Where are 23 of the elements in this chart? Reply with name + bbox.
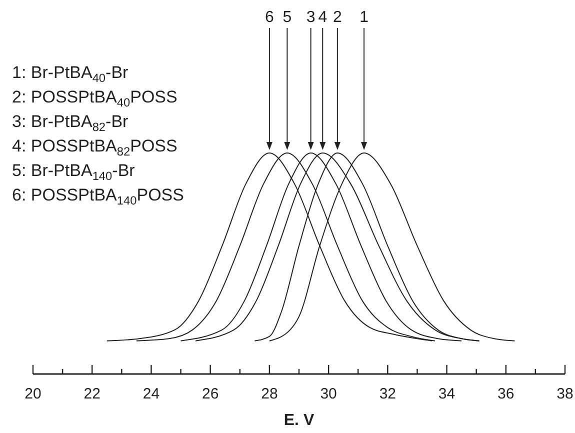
annotation: 5 (282, 9, 292, 26)
text: 2: POSSPtBA$_{40}$POSS (12, 88, 178, 110)
x-tick-label: 32 (379, 386, 396, 403)
x-tick-label: 26 (202, 386, 219, 403)
x-tick-label: 20 (24, 386, 42, 403)
x-axis-title: E. V (284, 412, 314, 429)
x-tick-label: 28 (261, 386, 278, 403)
annotation: 2 (332, 9, 342, 26)
annotation: 6: POSSPtBA$_{140}$POSS (12, 186, 184, 208)
x-tick-label: 36 (498, 386, 514, 403)
text: 1: Br-PtBA$_{40}$-Br (12, 63, 129, 85)
x-tick-label: 22 (84, 386, 100, 403)
annotation: 6 (264, 9, 274, 26)
annotation: 3 (306, 9, 316, 26)
annotation: 5: Br-PtBA$_{140}$-Br (12, 161, 136, 183)
text: 3: Br-PtBA$_{82}$-Br (12, 112, 129, 134)
x-tick-label: 24 (142, 386, 160, 403)
x-tick-label: 30 (320, 386, 337, 403)
annotation: 1 (360, 9, 369, 26)
annotation: 4: POSSPtBA$_{82}$POSS (12, 136, 178, 158)
x-tick-label: 38 (556, 386, 574, 403)
annotation: 4 (318, 9, 328, 26)
x-tick-label: 34 (438, 386, 456, 403)
